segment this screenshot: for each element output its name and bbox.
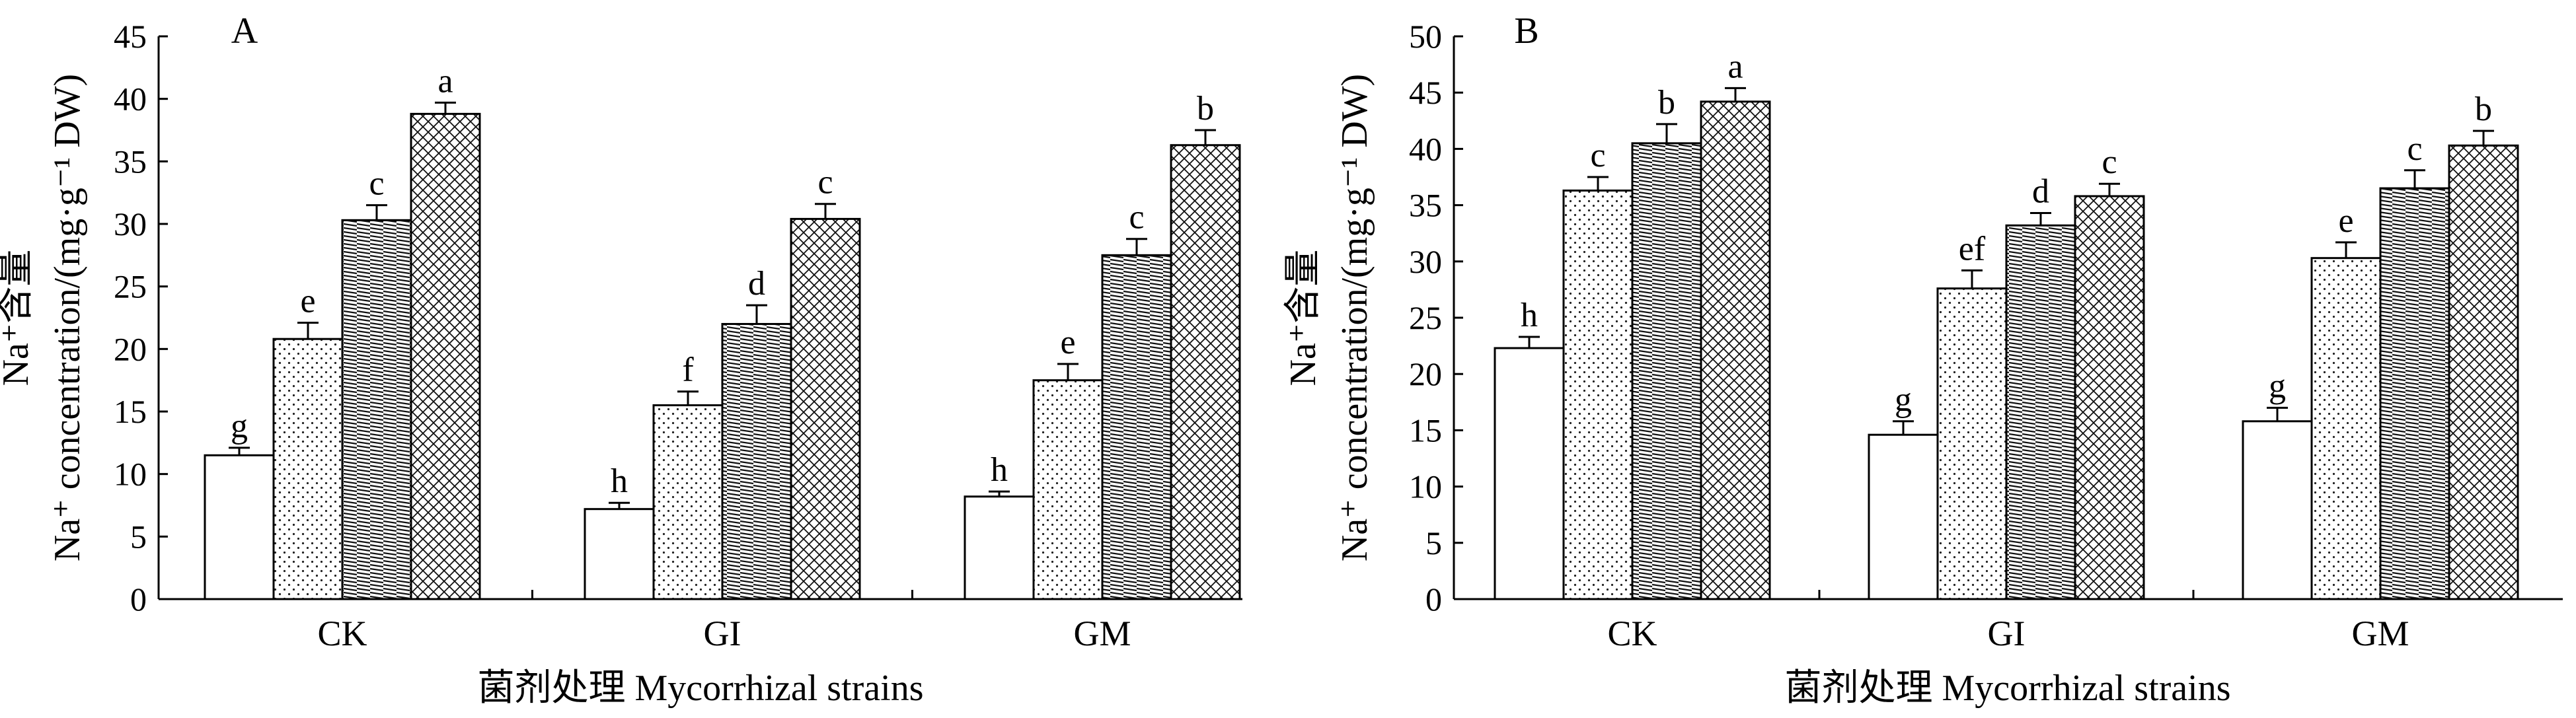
significance-label: ef — [1959, 230, 1986, 268]
y-tick-label: 15 — [1409, 412, 1442, 449]
category-label: GM — [1073, 614, 1131, 653]
bar — [204, 454, 275, 600]
y-tick-label: 20 — [1409, 355, 1442, 392]
chart-panel-b: 0 5 10 15 20 25 30 35 40 45 50 h c b a CK g ef d c GI g e c b GM B… — [1283, 11, 2563, 709]
y-tick-label: 25 — [1409, 299, 1442, 336]
significance-label: f — [682, 351, 694, 389]
bar — [2242, 420, 2313, 600]
y-axis-title-line2: Na⁺ concentration/(mg·g⁻¹ DW) — [1334, 74, 1375, 561]
significance-label: c — [369, 165, 384, 203]
bar — [1494, 347, 1565, 600]
y-tick-label: 50 — [1409, 18, 1442, 55]
y-tick-label: 20 — [114, 330, 147, 367]
significance-label: a — [1727, 48, 1743, 85]
bar — [1936, 287, 2008, 600]
bar — [721, 322, 792, 600]
significance-label: e — [300, 283, 315, 320]
x-axis-title: 菌剂处理 Mycorrhizal strains — [478, 668, 924, 709]
bar — [1868, 433, 1939, 600]
bar — [1700, 100, 1771, 600]
significance-label: d — [748, 265, 765, 303]
category-label: CK — [1607, 614, 1657, 653]
y-tick-label: 35 — [1409, 187, 1442, 224]
bar — [272, 338, 344, 600]
significance-label: g — [2269, 367, 2286, 405]
category-label: CK — [317, 614, 367, 653]
panel-label: B — [1514, 11, 1538, 52]
bar — [584, 508, 655, 600]
y-tick-label: 5 — [1425, 524, 1442, 561]
bar — [410, 112, 481, 600]
bar — [1170, 144, 1241, 600]
y-tick-label: 5 — [130, 518, 147, 555]
significance-label: a — [437, 62, 453, 100]
bar — [1631, 142, 1702, 600]
y-tick-label: 10 — [1409, 468, 1442, 505]
bar — [2074, 195, 2145, 600]
y-axis-title-line1: Na⁺含量 — [0, 250, 36, 386]
significance-label: c — [1129, 199, 1144, 236]
significance-label: c — [2407, 130, 2422, 168]
y-tick-label: 30 — [114, 205, 147, 242]
bar — [2005, 224, 2076, 600]
y-tick-label: 15 — [114, 393, 147, 430]
y-tick-label: 45 — [1409, 74, 1442, 111]
y-tick-label: 0 — [130, 581, 147, 618]
category-label: GM — [2351, 614, 2409, 653]
bar — [964, 495, 1035, 600]
significance-label: h — [991, 451, 1008, 489]
bar — [341, 219, 412, 600]
y-axis-title-line1: Na⁺含量 — [1283, 250, 1324, 386]
y-tick-label: 45 — [114, 18, 147, 55]
y-tick-label: 40 — [114, 81, 147, 118]
bar — [2310, 257, 2382, 600]
significance-label: c — [1590, 137, 1605, 174]
significance-label: h — [611, 462, 628, 500]
panel-label: A — [231, 11, 258, 52]
significance-label: h — [1521, 297, 1538, 334]
y-tick-label: 30 — [1409, 243, 1442, 280]
significance-label: b — [2475, 90, 2492, 128]
bar — [790, 217, 861, 600]
bar — [2379, 187, 2450, 600]
category-label: GI — [704, 614, 741, 653]
significance-label: c — [817, 164, 833, 201]
bar — [1032, 379, 1104, 600]
significance-label: d — [2032, 173, 2049, 211]
significance-label: g — [231, 408, 248, 445]
bar — [2448, 144, 2519, 600]
y-tick-label: 40 — [1409, 130, 1442, 167]
significance-label: b — [1658, 84, 1675, 122]
bar — [652, 404, 724, 600]
bar — [1101, 254, 1172, 600]
chart-panel-a: 0 5 10 15 20 25 30 35 40 45 g e c a CK h f d c GI h e c b GM A 菌剂处… — [0, 11, 1242, 709]
significance-label: c — [2102, 143, 2117, 181]
significance-label: e — [2338, 202, 2353, 240]
x-axis-title: 菌剂处理 Mycorrhizal strains — [1785, 668, 2231, 709]
y-tick-label: 25 — [114, 268, 147, 305]
y-tick-label: 35 — [114, 143, 147, 180]
significance-label: b — [1197, 90, 1214, 127]
y-axis-title-line2: Na⁺ concentration/(mg·g⁻¹ DW) — [47, 74, 88, 561]
significance-label: g — [1895, 381, 1912, 419]
y-tick-label: 10 — [114, 456, 147, 493]
category-label: GI — [1988, 614, 2026, 653]
significance-label: e — [1060, 324, 1075, 361]
y-tick-label: 0 — [1425, 581, 1442, 618]
bar — [1562, 189, 1634, 600]
